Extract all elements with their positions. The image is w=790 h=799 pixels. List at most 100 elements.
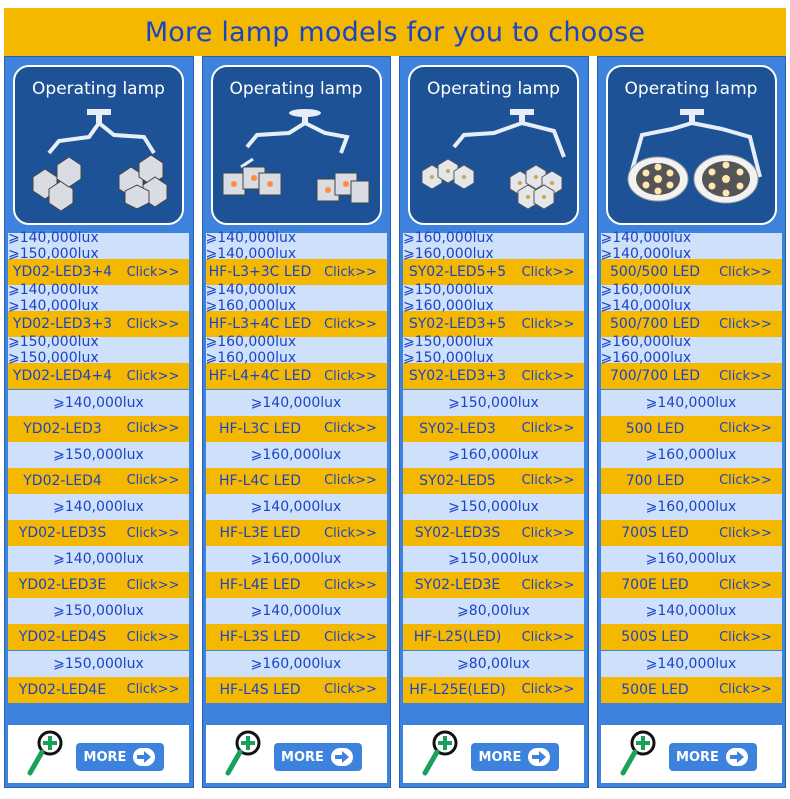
lamp-card[interactable]: Operating lamp — [13, 65, 184, 225]
operating-lamp-hex-icon — [32, 109, 168, 212]
model-name: YD02-LED3E — [18, 577, 107, 594]
magnifier-plus-icon[interactable] — [619, 729, 659, 779]
lux-row: ⩾160,000lux — [600, 493, 782, 520]
model-row[interactable]: HF-L3E LED Click>> — [205, 520, 387, 547]
click-link[interactable]: Click>> — [126, 682, 180, 698]
lux-row: ⩾140,000lux — [8, 389, 189, 416]
click-link[interactable]: Click>> — [324, 629, 377, 645]
click-link[interactable]: Click>> — [126, 629, 180, 645]
model-row[interactable]: YD02-LED3E Click>> — [8, 572, 189, 599]
model-name: HF-L4C LED — [219, 472, 301, 489]
click-link[interactable]: Click>> — [324, 682, 377, 698]
model-row[interactable]: SY02-LED3E Click>> — [403, 572, 584, 599]
model-row[interactable]: SY02-LED5 Click>> — [403, 467, 584, 494]
model-row[interactable]: YD02-LED4E Click>> — [8, 676, 189, 703]
click-link[interactable]: Click>> — [719, 421, 772, 437]
click-link[interactable]: Click>> — [521, 473, 575, 489]
model-row[interactable]: YD02-LED4S Click>> — [8, 624, 189, 651]
model-row[interactable]: YD02-LED3S Click>> — [8, 520, 189, 547]
magnifier-plus-icon[interactable] — [26, 729, 66, 779]
click-link[interactable]: Click>> — [126, 421, 180, 437]
model-name: HF-L4+4C LED — [208, 368, 312, 385]
click-link[interactable]: Click>> — [719, 316, 772, 332]
click-link[interactable]: Click>> — [521, 421, 575, 437]
click-link[interactable]: Click>> — [719, 368, 772, 384]
model-row[interactable]: YD02-LED3 Click>> — [8, 415, 189, 442]
model-row[interactable]: 500/700 LED Click>> — [600, 311, 782, 338]
model-row[interactable]: 700S LED Click>> — [600, 520, 782, 547]
model-row[interactable]: HF-L25(LED) Click>> — [403, 624, 584, 651]
lamp-card[interactable]: Operating lamp — [210, 65, 382, 225]
model-row[interactable]: HF-L4S LED Click>> — [205, 676, 387, 703]
more-label: MORE — [676, 749, 719, 765]
model-row[interactable]: YD02-LED3+3 Click>> — [8, 311, 189, 338]
model-name: YD02-LED4+4 — [12, 368, 113, 385]
model-row[interactable]: 500/500 LED Click>> — [600, 259, 782, 286]
model-row[interactable]: HF-L3+3C LED Click>> — [205, 259, 387, 286]
model-row[interactable]: HF-L4C LED Click>> — [205, 467, 387, 494]
click-link[interactable]: Click>> — [324, 577, 377, 593]
click-link[interactable]: Click>> — [126, 316, 180, 332]
lamp-card[interactable]: Operating lamp — [605, 65, 777, 225]
magnifier-plus-icon[interactable] — [421, 729, 461, 779]
click-link[interactable]: Click>> — [521, 316, 575, 332]
click-link[interactable]: Click>> — [719, 525, 772, 541]
click-link[interactable]: Click>> — [126, 264, 180, 280]
more-button[interactable]: MORE — [76, 743, 164, 771]
click-link[interactable]: Click>> — [324, 368, 377, 384]
click-link[interactable]: Click>> — [719, 682, 772, 698]
click-link[interactable]: Click>> — [126, 473, 180, 489]
more-button[interactable]: MORE — [668, 743, 757, 771]
click-link[interactable]: Click>> — [126, 368, 180, 384]
model-row[interactable]: YD02-LED4 Click>> — [8, 467, 189, 494]
model-row[interactable]: SY02-LED3S Click>> — [403, 520, 584, 547]
model-row[interactable]: HF-L3C LED Click>> — [205, 415, 387, 442]
click-link[interactable]: Click>> — [324, 473, 377, 489]
model-row[interactable]: YD02-LED3+4 Click>> — [8, 259, 189, 286]
model-row[interactable]: YD02-LED4+4 Click>> — [8, 363, 189, 390]
model-name: YD02-LED4E — [18, 681, 107, 698]
click-link[interactable]: Click>> — [521, 682, 575, 698]
click-link[interactable]: Click>> — [324, 264, 377, 280]
lux-row: ⩾160,000lux — [205, 441, 387, 468]
click-link[interactable]: Click>> — [719, 264, 772, 280]
model-row[interactable]: SY02-LED3+5 Click>> — [403, 311, 584, 338]
click-link[interactable]: Click>> — [521, 525, 575, 541]
click-link[interactable]: Click>> — [719, 629, 772, 645]
click-link[interactable]: Click>> — [521, 368, 575, 384]
model-row[interactable]: 700E LED Click>> — [600, 572, 782, 599]
click-link[interactable]: Click>> — [719, 577, 772, 593]
click-link[interactable]: Click>> — [324, 421, 377, 437]
click-link[interactable]: Click>> — [521, 264, 575, 280]
more-button[interactable]: MORE — [273, 743, 362, 771]
model-row[interactable]: HF-L3S LED Click>> — [205, 624, 387, 651]
model-row[interactable]: 500S LED Click>> — [600, 624, 782, 651]
click-link[interactable]: Click>> — [521, 629, 575, 645]
model-row[interactable]: HF-L4E LED Click>> — [205, 572, 387, 599]
click-link[interactable]: Click>> — [324, 525, 377, 541]
model-row[interactable]: 500 LED Click>> — [600, 415, 782, 442]
model-row[interactable]: SY02-LED3 Click>> — [403, 415, 584, 442]
model-row[interactable]: 700/700 LED Click>> — [600, 363, 782, 390]
click-link[interactable]: Click>> — [126, 525, 180, 541]
model-row[interactable]: 500E LED Click>> — [600, 676, 782, 703]
lux-row: ⩾140,000lux ⩾140,000lux — [8, 282, 189, 314]
click-link[interactable]: Click>> — [521, 577, 575, 593]
magnifier-plus-icon[interactable] — [224, 729, 264, 779]
lamp-card[interactable]: Operating lamp — [408, 65, 579, 225]
model-row[interactable]: HF-L3+4C LED Click>> — [205, 311, 387, 338]
more-button[interactable]: MORE — [471, 743, 559, 771]
model-name: HF-L4E LED — [219, 577, 301, 594]
model-row[interactable]: HF-L4+4C LED Click>> — [205, 363, 387, 390]
click-link[interactable]: Click>> — [324, 316, 377, 332]
model-name: HF-L3E LED — [219, 525, 301, 542]
model-row[interactable]: SY02-LED3+3 Click>> — [403, 363, 584, 390]
click-link[interactable]: Click>> — [126, 577, 180, 593]
model-row[interactable]: 700 LED Click>> — [600, 467, 782, 494]
model-row[interactable]: HF-L25E(LED) Click>> — [403, 676, 584, 703]
lux-row: ⩾160,000lux — [600, 441, 782, 468]
click-link[interactable]: Click>> — [719, 473, 772, 489]
lamp-column-3: Operating lamp ⩾160,000lux ⩾160,000lux SY… — [399, 56, 589, 788]
model-row[interactable]: SY02-LED5+5 Click>> — [403, 259, 584, 286]
arrow-right-icon — [330, 748, 353, 766]
